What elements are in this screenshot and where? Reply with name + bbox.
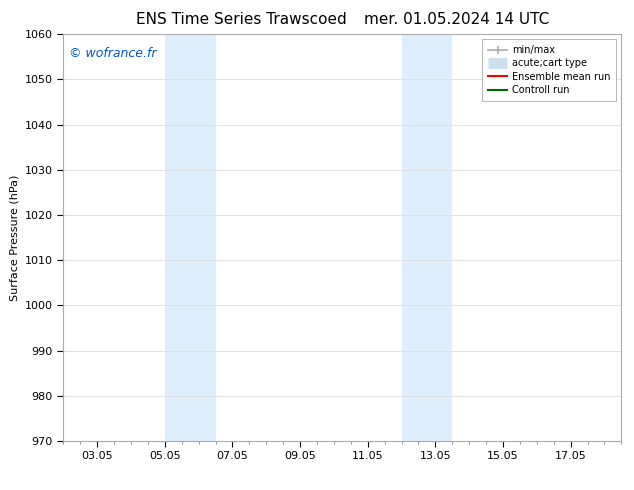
Bar (401, 34, 452, 441)
Y-axis label: Surface Pressure (hPa): Surface Pressure (hPa) (10, 174, 19, 301)
Legend: min/max, acute;cart type, Ensemble mean run, Controll run: min/max, acute;cart type, Ensemble mean … (482, 39, 616, 101)
Text: mer. 01.05.2024 14 UTC: mer. 01.05.2024 14 UTC (364, 12, 549, 27)
Text: © wofrance.fr: © wofrance.fr (69, 47, 157, 59)
Text: ENS Time Series Trawscoed: ENS Time Series Trawscoed (136, 12, 346, 27)
Bar (165, 34, 216, 441)
